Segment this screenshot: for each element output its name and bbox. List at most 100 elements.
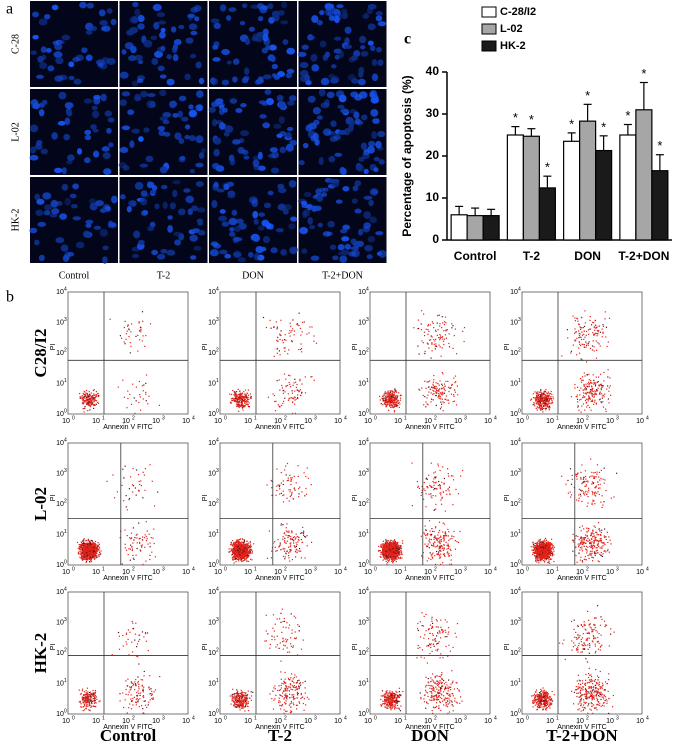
event-dot [237, 397, 239, 400]
event-dot [588, 342, 590, 344]
event-dot [399, 397, 402, 399]
event-dot [91, 540, 94, 542]
y-tick-base: 10 [56, 562, 64, 569]
event-dot [239, 549, 241, 551]
event-dot [86, 401, 88, 403]
event-dot [235, 561, 237, 563]
event-dot [93, 389, 95, 391]
event-dot [397, 399, 399, 401]
nucleus [239, 20, 246, 26]
event-dot [397, 402, 399, 404]
event-dot [387, 390, 389, 392]
event-dot [545, 400, 548, 402]
event-dot [90, 397, 92, 399]
event-dot [397, 404, 399, 406]
nucleus [99, 208, 107, 213]
event-dot [288, 489, 290, 491]
event-dot [121, 484, 123, 486]
event-dot [240, 547, 242, 549]
event-dot [384, 396, 387, 398]
event-dot [587, 404, 589, 406]
event-dot [240, 405, 242, 408]
event-dot [456, 385, 458, 387]
event-dot [588, 333, 590, 335]
event-dot [242, 400, 244, 402]
event-dot [239, 392, 241, 395]
y-tick-exponent: 3 [64, 468, 67, 474]
event-dot [236, 550, 238, 552]
nucleus [337, 104, 345, 109]
event-dot [433, 327, 435, 329]
nucleus [301, 210, 308, 219]
micrograph [119, 1, 208, 87]
event-dot [297, 324, 299, 326]
event-dot [90, 399, 92, 401]
nucleus [350, 91, 359, 98]
event-dot [86, 392, 88, 395]
event-dot [574, 320, 576, 322]
event-dot [280, 524, 282, 526]
event-dot [390, 395, 393, 397]
nucleus [143, 40, 153, 48]
error-bar [527, 128, 536, 137]
event-dot [537, 400, 539, 402]
event-dot [285, 530, 287, 532]
event-dot [128, 488, 130, 490]
event-dot [548, 407, 550, 409]
nucleus [195, 181, 204, 187]
event-dot [543, 400, 545, 402]
event-dot [82, 552, 84, 554]
event-dot [393, 410, 396, 412]
event-dot [241, 402, 243, 404]
event-dot [276, 326, 278, 328]
event-dot [130, 331, 132, 333]
event-dot [396, 395, 398, 397]
nucleus [276, 94, 284, 102]
event-dot [86, 555, 88, 557]
event-dot [294, 550, 296, 552]
event-dot [456, 353, 458, 355]
event-dot [88, 400, 90, 403]
y-tick-exponent: 2 [366, 347, 369, 353]
event-dot [284, 541, 286, 543]
event-dot [130, 403, 133, 405]
x-tick-base: 10 [182, 569, 190, 576]
event-dot [239, 539, 241, 541]
nucleus [285, 72, 293, 79]
nucleus [121, 49, 127, 55]
event-dot [237, 388, 239, 390]
event-dot [141, 546, 143, 548]
event-dot [311, 541, 313, 543]
event-dot [393, 399, 395, 401]
event-dot [583, 383, 585, 386]
event-dot [82, 544, 84, 547]
event-dot [296, 549, 298, 551]
y-tick-label: 30 [426, 106, 440, 120]
event-dot [587, 383, 589, 385]
event-dot [288, 332, 290, 334]
event-dot [385, 560, 387, 562]
nucleus [98, 9, 106, 17]
event-dot [609, 385, 611, 387]
micrograph [119, 177, 208, 263]
event-dot [83, 407, 85, 410]
nucleus [265, 97, 274, 106]
event-dot [290, 386, 292, 388]
event-dot [286, 523, 288, 525]
event-dot [545, 397, 547, 400]
event-dot [138, 380, 140, 383]
event-dot [448, 390, 450, 393]
event-dot [138, 321, 140, 323]
event-dot [435, 343, 437, 345]
event-dot [313, 340, 315, 342]
event-dot [97, 548, 99, 550]
nucleus [327, 220, 335, 228]
nucleus [240, 130, 250, 137]
event-dot [233, 394, 235, 396]
event-dot [593, 396, 595, 398]
event-dot [394, 405, 396, 407]
event-dot [127, 397, 129, 400]
event-dot [84, 546, 86, 548]
event-dot [90, 552, 92, 554]
event-dot [540, 395, 542, 397]
